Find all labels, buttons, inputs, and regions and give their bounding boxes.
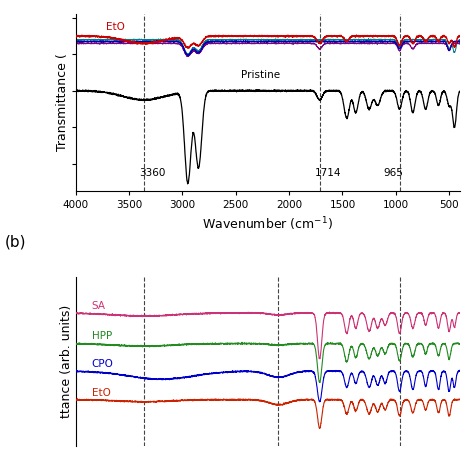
Text: Pristine: Pristine [241, 70, 280, 80]
Text: 965: 965 [383, 168, 403, 178]
Text: EtO: EtO [106, 22, 125, 32]
Y-axis label: Transmittance (: Transmittance ( [56, 54, 69, 152]
Text: SA: SA [92, 301, 106, 311]
Text: (b): (b) [5, 235, 26, 250]
X-axis label: Wavenumber (cm$^{-1}$): Wavenumber (cm$^{-1}$) [202, 216, 333, 233]
Y-axis label: ttance (arb. units): ttance (arb. units) [60, 305, 73, 418]
Text: 1714: 1714 [315, 168, 341, 178]
Text: 3360: 3360 [139, 168, 166, 178]
Text: EtO: EtO [92, 388, 111, 398]
Text: HPP: HPP [92, 331, 112, 341]
Text: CPO: CPO [92, 359, 114, 369]
